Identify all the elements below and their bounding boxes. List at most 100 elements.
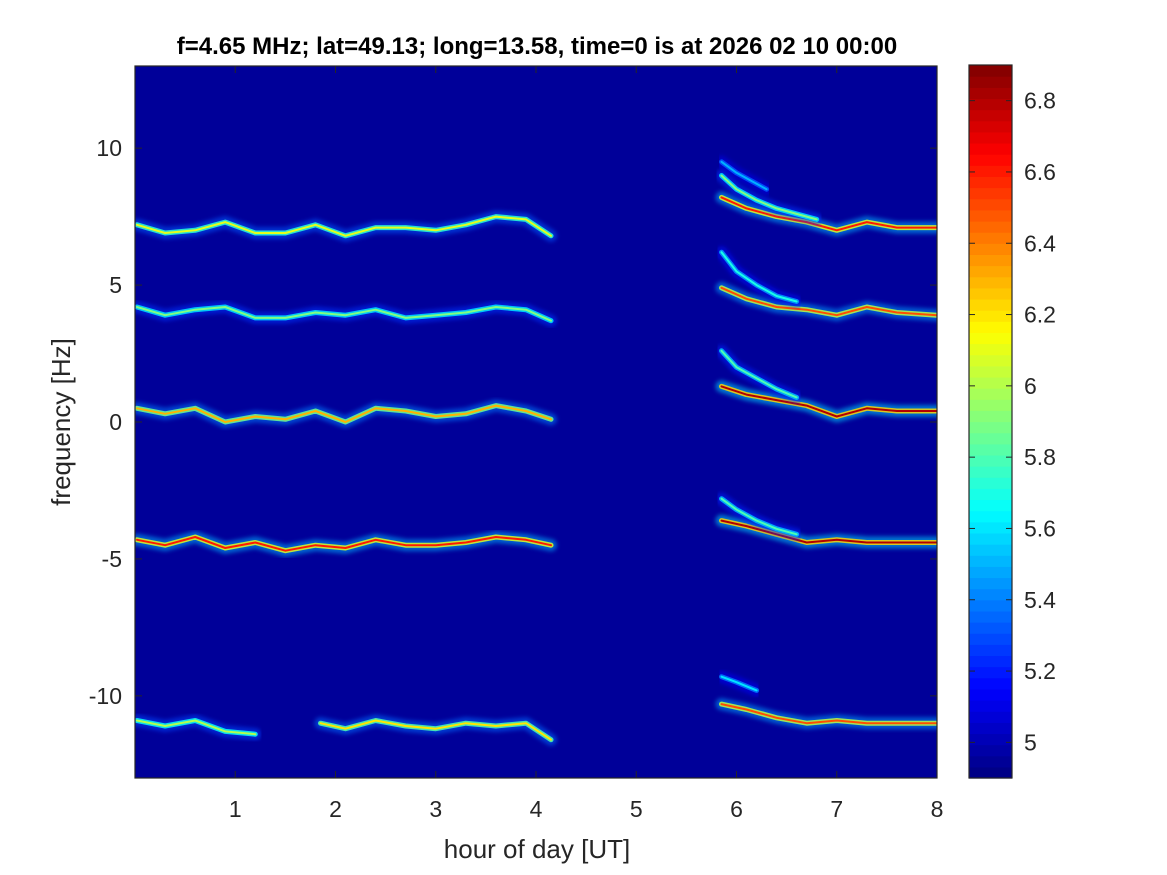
colorbar-band xyxy=(969,766,1012,779)
colorbar-band xyxy=(969,488,1012,501)
colorbar-tick-label: 5.8 xyxy=(1024,444,1056,470)
trace-band xyxy=(135,670,937,746)
colorbar-band xyxy=(969,332,1012,345)
y-tick-label: -5 xyxy=(102,546,122,572)
chart-title: f=4.65 MHz; lat=49.13; long=13.58, time=… xyxy=(177,33,897,60)
colorbar-band xyxy=(969,310,1012,322)
colorbar-band xyxy=(969,454,1012,467)
colorbar-band xyxy=(969,510,1012,523)
colorbar-tick-label: 6.2 xyxy=(1024,302,1056,328)
colorbar-band xyxy=(969,354,1012,367)
y-axis: 10 5 0 -5 -10 xyxy=(89,135,937,709)
colorbar-band xyxy=(969,599,1012,612)
trace-core xyxy=(720,385,937,418)
colorbar-band xyxy=(969,65,1012,77)
colorbar-band xyxy=(969,443,1012,456)
y-axis-label: frequency [Hz] xyxy=(46,338,76,506)
colorbar-band xyxy=(969,187,1012,200)
colorbar-tick-label: 6 xyxy=(1024,373,1037,399)
colorbar-tick-label: 6.8 xyxy=(1024,88,1056,114)
colorbar-band xyxy=(969,610,1012,623)
trace-band xyxy=(135,492,937,557)
x-tick-label: 4 xyxy=(530,796,543,822)
trace-band xyxy=(135,344,937,428)
colorbar-ticks: 6.8 6.6 6.4 6.2 6 5.8 5.6 5.4 5.2 5 xyxy=(969,88,1056,755)
colorbar-band xyxy=(969,343,1012,356)
x-tick-label: 3 xyxy=(429,796,442,822)
colorbar-band xyxy=(969,521,1012,534)
colorbar-band xyxy=(969,388,1012,400)
y-tick-label: -10 xyxy=(89,683,122,709)
colorbar-band xyxy=(969,700,1012,712)
y-tick-label: 10 xyxy=(96,135,122,161)
x-axis-label: hour of day [UT] xyxy=(444,834,630,864)
colorbar-band xyxy=(969,176,1012,189)
colorbar-tick-label: 5.4 xyxy=(1024,587,1056,613)
colorbar: 6.8 6.6 6.4 6.2 6 5.8 5.6 5.4 5.2 5 xyxy=(968,64,1056,779)
x-tick-label: 8 xyxy=(931,796,944,822)
colorbar-band xyxy=(969,276,1012,289)
trace-core xyxy=(720,497,798,536)
trace-core xyxy=(319,719,552,741)
trace-core xyxy=(136,719,257,736)
colorbar-band xyxy=(969,131,1012,144)
trace-core xyxy=(720,251,798,303)
colorbar-band xyxy=(969,677,1012,690)
trace-core xyxy=(136,536,552,552)
colorbar-band xyxy=(969,321,1012,333)
colorbar-band xyxy=(969,198,1012,211)
colorbar-band xyxy=(969,577,1012,590)
trace-core xyxy=(136,306,552,322)
trace-core xyxy=(136,404,552,423)
trace-band xyxy=(135,155,937,242)
colorbar-band xyxy=(969,287,1012,300)
colorbar-band xyxy=(969,98,1012,111)
colorbar-band xyxy=(969,432,1012,445)
colorbar-band xyxy=(969,376,1012,389)
colorbar-band xyxy=(969,142,1012,155)
trace-core xyxy=(136,215,552,237)
colorbar-band xyxy=(969,232,1012,244)
colorbar-band xyxy=(969,165,1012,178)
trace-core xyxy=(720,196,937,232)
colorbar-band xyxy=(969,87,1012,100)
colorbar-band xyxy=(969,154,1012,166)
colorbar-gradient xyxy=(969,65,1012,779)
trace-core xyxy=(720,349,798,399)
colorbar-band xyxy=(969,532,1012,545)
colorbar-band xyxy=(969,666,1012,679)
trace-band xyxy=(135,246,937,327)
colorbar-band xyxy=(969,399,1012,411)
trace-core xyxy=(720,160,768,191)
colorbar-band xyxy=(969,365,1012,378)
colorbar-band xyxy=(969,655,1012,668)
colorbar-band xyxy=(969,711,1012,723)
colorbar-tick-label: 5.2 xyxy=(1024,658,1056,684)
colorbar-band xyxy=(969,421,1012,434)
colorbar-band xyxy=(969,544,1012,556)
colorbar-band xyxy=(969,120,1012,133)
colorbar-band xyxy=(969,220,1012,233)
x-tick-label: 7 xyxy=(830,796,843,822)
x-tick-label: 1 xyxy=(229,796,242,822)
colorbar-band xyxy=(969,555,1012,567)
colorbar-band xyxy=(969,566,1012,579)
trace-core xyxy=(720,286,937,317)
colorbar-band xyxy=(969,254,1012,267)
colorbar-band xyxy=(969,722,1012,735)
colorbar-band xyxy=(969,477,1012,489)
colorbar-band xyxy=(969,688,1012,701)
trace-core xyxy=(720,174,818,221)
colorbar-band xyxy=(969,644,1012,657)
colorbar-band xyxy=(969,209,1012,222)
x-axis: 1 2 3 4 5 6 7 8 xyxy=(229,66,944,822)
colorbar-band xyxy=(969,466,1012,478)
x-tick-label: 6 xyxy=(730,796,743,822)
colorbar-band xyxy=(969,298,1012,311)
y-tick-label: 5 xyxy=(109,272,122,298)
trace-layer xyxy=(135,155,937,746)
colorbar-band xyxy=(969,109,1012,122)
colorbar-band xyxy=(969,499,1012,512)
x-tick-label: 5 xyxy=(630,796,643,822)
